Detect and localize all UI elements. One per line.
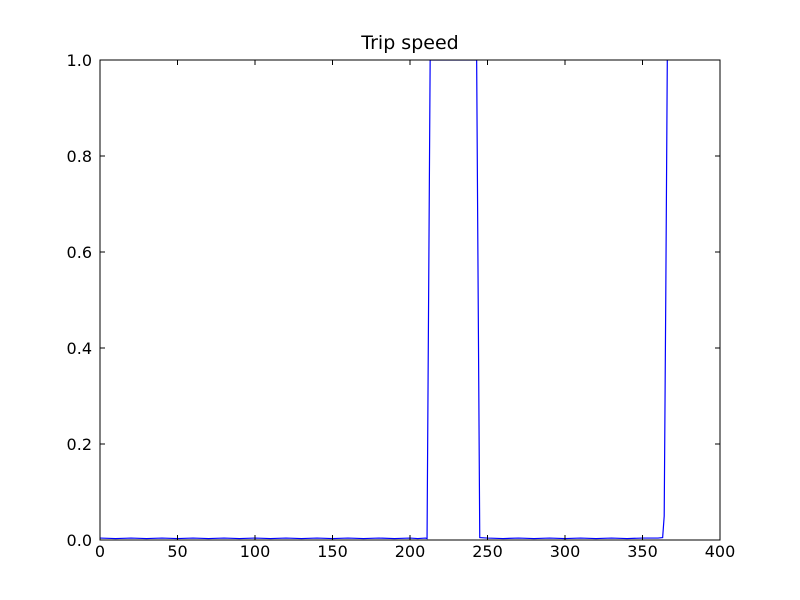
x-tick-label: 150 (317, 542, 348, 561)
y-tick-label: 1.0 (67, 51, 92, 70)
x-tick-label: 0 (95, 542, 105, 561)
x-tick-label: 50 (167, 542, 187, 561)
x-tick-label: 300 (550, 542, 581, 561)
x-tick-label: 350 (627, 542, 658, 561)
y-tick-label: 0.4 (67, 339, 92, 358)
x-tick-label: 250 (472, 542, 503, 561)
y-tick-label: 0.6 (67, 243, 92, 262)
y-tick-label: 0.0 (67, 531, 92, 550)
axes: 0 50 100 150 200 250 300 350 400 0.0 0.2 0.4 0.6 0.8 1… (67, 51, 736, 561)
plot-frame (99, 59, 721, 541)
x-tick-label: 100 (240, 542, 271, 561)
y-tick-label: 0.2 (67, 435, 92, 454)
series-line-0 (100, 60, 668, 540)
chart-title: Trip speed (360, 32, 458, 54)
plot-area (100, 60, 668, 540)
x-tick-label: 400 (705, 542, 736, 561)
x-tick-label: 200 (395, 542, 426, 561)
y-tick-label: 0.8 (67, 147, 92, 166)
